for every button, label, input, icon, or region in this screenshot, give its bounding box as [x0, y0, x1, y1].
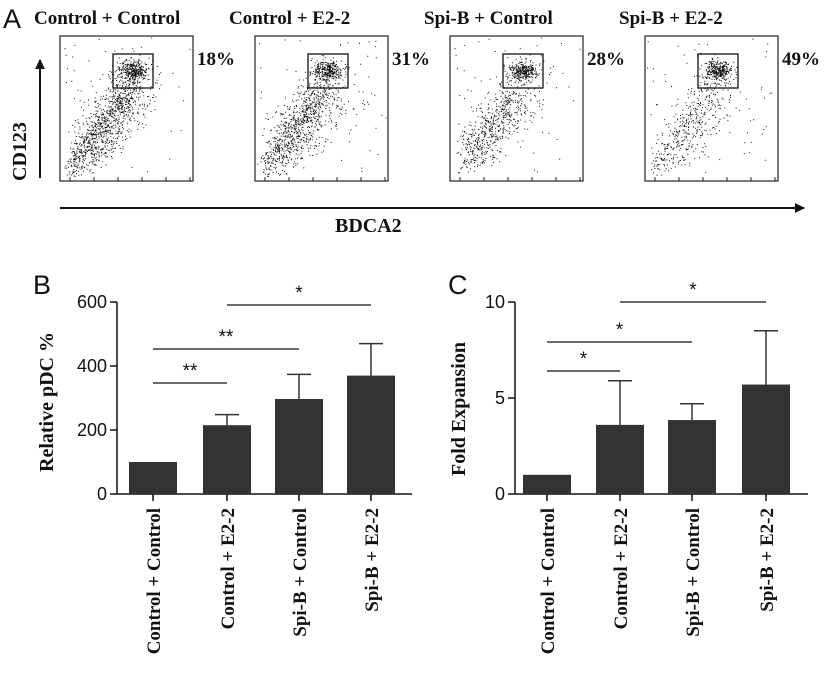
bar-1 [523, 474, 571, 494]
bar-1 [129, 462, 177, 494]
panel-letter-c: C [448, 270, 468, 300]
error-bar-2 [608, 379, 632, 425]
significance-label: * [689, 280, 697, 301]
bar-4 [742, 384, 790, 494]
category-label-4: Spi-B + E2-2 [362, 508, 383, 612]
error-bar-2 [215, 413, 239, 426]
significance-bracket-1: * [547, 349, 620, 372]
bar-4 [347, 375, 395, 494]
error-bar-4 [754, 330, 778, 385]
y-tick-label: 10 [485, 292, 505, 312]
flow-plot-events [257, 39, 387, 177]
gate-percentage: 18% [197, 49, 235, 70]
flow-plot-title: Spi-B + Control [424, 8, 553, 29]
pdc-gate [697, 53, 739, 89]
error-bar-3 [287, 373, 311, 399]
y-axis-label-cd123: CD123 [9, 122, 31, 181]
flow-plot-events [454, 37, 581, 174]
y-axis-label-b: Relative pDC % [36, 332, 58, 472]
panel-c-fold-expansion-chart: C Fold Expansion 0 5 10 Control + Control Co… [448, 270, 808, 654]
bar-2 [203, 425, 251, 494]
flow-plot-title: Control + Control [34, 8, 180, 29]
panel-b-relative-pdc-chart: B Relative pDC % 0 200 400 600 Control + Con… [33, 270, 412, 654]
y-tick-label: 200 [77, 420, 107, 440]
significance-label: * [295, 283, 303, 304]
y-tick-label: 600 [77, 292, 107, 312]
bar-3 [668, 420, 716, 494]
y-tick-label: 400 [77, 356, 107, 376]
pdc-gate [112, 53, 154, 89]
error-bar-4 [359, 342, 383, 376]
category-label-3: Spi-B + Control [683, 508, 704, 637]
significance-bracket-2: ** [153, 327, 299, 350]
bar-2 [596, 424, 644, 494]
flow-plot-3: Spi-B + Control 28% [424, 8, 625, 182]
flow-plot-frame [449, 35, 584, 182]
significance-bracket-3: * [227, 283, 371, 306]
gate-percentage: 28% [587, 49, 625, 70]
pdc-gate [307, 53, 349, 89]
flow-plot-title: Control + E2-2 [229, 8, 350, 29]
significance-label: ** [183, 361, 198, 382]
flow-plot-events [64, 37, 191, 177]
flow-plot-frame [254, 35, 389, 182]
y-tick-label: 5 [495, 388, 505, 408]
y-tick-label: 0 [495, 484, 505, 504]
significance-label: ** [219, 327, 234, 348]
category-label-4: Spi-B + E2-2 [757, 508, 778, 612]
significance-bracket-1: ** [153, 361, 227, 384]
category-label-1: Control + Control [538, 508, 559, 654]
pdc-gate [502, 53, 544, 89]
significance-bracket-2: * [547, 320, 692, 343]
flow-plot-frame [59, 35, 194, 182]
category-label-2: Control + E2-2 [218, 508, 239, 629]
significance-label: * [616, 320, 624, 341]
panel-letter-a: A [3, 4, 21, 34]
flow-plot-events [647, 38, 773, 176]
panel-letter-b: B [33, 270, 51, 300]
significance-bracket-3: * [620, 280, 766, 303]
significance-label: * [580, 349, 588, 370]
category-label-2: Control + E2-2 [611, 508, 632, 629]
category-label-3: Spi-B + Control [290, 508, 311, 637]
error-bar-3 [680, 403, 704, 421]
y-tick-label: 0 [97, 484, 107, 504]
gate-percentage: 31% [392, 49, 430, 70]
flow-plot-2: Control + E2-2 31% [229, 8, 430, 182]
x-axis-label-bdca2: BDCA2 [335, 215, 402, 237]
flow-plot-title: Spi-B + E2-2 [619, 8, 723, 29]
flow-plot-1: Control + Control 18% [34, 8, 235, 182]
flow-plot-4: Spi-B + E2-2 49% [619, 8, 820, 182]
category-label-1: Control + Control [144, 508, 165, 654]
y-axis-label-c: Fold Expansion [448, 342, 470, 476]
gate-percentage: 49% [782, 49, 820, 70]
panel-a-flow-plots: A CD123 BDCA2 Control + Control18%Contro… [3, 4, 820, 237]
bar-3 [275, 398, 323, 494]
flow-plot-frame [644, 35, 779, 182]
